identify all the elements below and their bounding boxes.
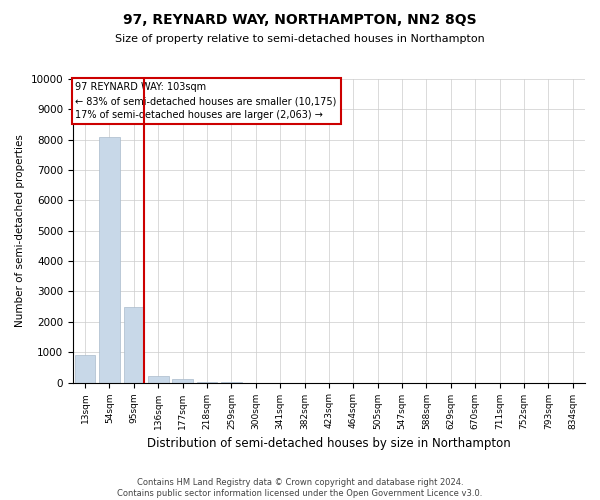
Bar (148, 376, 169, 382)
Text: 97 REYNARD WAY: 103sqm
← 83% of semi-detached houses are smaller (10,175)
17% of: 97 REYNARD WAY: 103sqm ← 83% of semi-det… (76, 82, 337, 120)
Bar (172, 378, 193, 382)
Bar (124, 306, 144, 382)
Bar (99, 136, 120, 382)
Text: 97, REYNARD WAY, NORTHAMPTON, NN2 8QS: 97, REYNARD WAY, NORTHAMPTON, NN2 8QS (123, 12, 477, 26)
Text: Size of property relative to semi-detached houses in Northampton: Size of property relative to semi-detach… (115, 34, 485, 44)
Text: Contains HM Land Registry data © Crown copyright and database right 2024.
Contai: Contains HM Land Registry data © Crown c… (118, 478, 482, 498)
Y-axis label: Number of semi-detached properties: Number of semi-detached properties (15, 134, 25, 327)
X-axis label: Distribution of semi-detached houses by size in Northampton: Distribution of semi-detached houses by … (147, 437, 511, 450)
Bar (75, 355, 95, 382)
